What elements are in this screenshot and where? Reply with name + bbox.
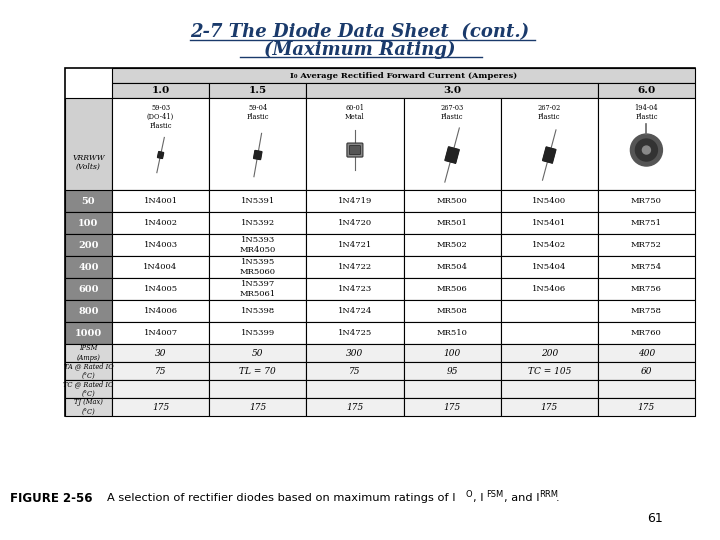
FancyBboxPatch shape [349, 146, 361, 154]
Bar [306, 344, 403, 362]
Bar [306, 98, 403, 190]
Text: 1N5392: 1N5392 [240, 219, 275, 227]
Text: TL = 70: TL = 70 [239, 367, 276, 375]
Bar [306, 256, 403, 278]
Text: (Maximum Rating): (Maximum Rating) [264, 41, 456, 59]
Text: 2-7 The Diode Data Sheet  (cont.): 2-7 The Diode Data Sheet (cont.) [190, 23, 530, 41]
Bar [65, 98, 112, 205]
Text: 75: 75 [349, 367, 361, 375]
Bar [210, 398, 306, 416]
Text: 1N4725: 1N4725 [338, 329, 372, 337]
Bar [500, 344, 598, 362]
Text: MR752: MR752 [631, 241, 662, 249]
Bar [65, 322, 112, 344]
Bar [112, 322, 210, 344]
Bar [500, 278, 598, 300]
Text: FIGURE 2-56: FIGURE 2-56 [10, 491, 92, 504]
Text: 1N5395
MR5060: 1N5395 MR5060 [240, 259, 276, 275]
Text: 1N5391: 1N5391 [240, 197, 275, 205]
Text: MR754: MR754 [631, 263, 662, 271]
Bar [112, 83, 210, 98]
Text: 1.5: 1.5 [248, 86, 267, 95]
Bar [403, 322, 500, 344]
Text: 300: 300 [346, 348, 364, 357]
Text: 60: 60 [641, 367, 652, 375]
Bar [500, 322, 598, 344]
Bar [210, 344, 306, 362]
Text: .: . [556, 493, 559, 503]
Text: TC = 105: TC = 105 [528, 367, 571, 375]
Bar [598, 190, 695, 212]
Text: , I: , I [473, 493, 484, 503]
Text: RRM: RRM [539, 490, 558, 499]
Text: 200: 200 [78, 240, 99, 249]
Text: 50: 50 [252, 348, 264, 357]
Text: 800: 800 [78, 307, 99, 315]
Bar [210, 212, 306, 234]
Bar [598, 234, 695, 256]
Text: 267-03
Plastic: 267-03 Plastic [441, 104, 464, 121]
Text: 1N4719: 1N4719 [338, 197, 372, 205]
Text: 95: 95 [446, 367, 458, 375]
Text: 600: 600 [78, 285, 99, 294]
Text: MR750: MR750 [631, 197, 662, 205]
Text: 1N4001: 1N4001 [143, 197, 178, 205]
Bar [306, 190, 403, 212]
Text: 1.0: 1.0 [151, 86, 170, 95]
Bar [403, 212, 500, 234]
Text: 1000: 1000 [75, 328, 102, 338]
Bar [65, 212, 112, 234]
Bar [112, 68, 695, 83]
Text: 6.0: 6.0 [637, 86, 655, 95]
Text: MR510: MR510 [436, 329, 467, 337]
Text: 1N5401: 1N5401 [532, 219, 567, 227]
Bar [306, 300, 403, 322]
Text: 100: 100 [78, 219, 99, 227]
Bar [306, 278, 403, 300]
Bar [65, 344, 112, 362]
Bar [210, 322, 306, 344]
Text: 1N4722: 1N4722 [338, 263, 372, 271]
Bar [112, 344, 210, 362]
Bar [210, 362, 306, 380]
Bar [500, 212, 598, 234]
Bar [112, 380, 210, 398]
Bar [403, 398, 500, 416]
Bar [598, 212, 695, 234]
Bar [210, 98, 306, 190]
Text: 59-04
Plastic: 59-04 Plastic [246, 104, 269, 121]
Bar [306, 322, 403, 344]
Text: 175: 175 [346, 402, 364, 411]
Bar [210, 83, 306, 98]
Text: MR504: MR504 [436, 263, 467, 271]
Bar [112, 234, 210, 256]
Text: MR501: MR501 [436, 219, 467, 227]
Bar [403, 98, 500, 190]
Bar [403, 256, 500, 278]
Text: 1N4006: 1N4006 [143, 307, 178, 315]
Bar [65, 300, 112, 322]
Text: 61: 61 [647, 511, 663, 524]
Bar [112, 300, 210, 322]
Text: 1N4007: 1N4007 [143, 329, 178, 337]
Bar [403, 234, 500, 256]
Bar [598, 362, 695, 380]
Text: 1N4724: 1N4724 [338, 307, 372, 315]
Text: 175: 175 [152, 402, 169, 411]
Text: 267-02
Plastic: 267-02 Plastic [538, 104, 561, 121]
Text: 1N5404: 1N5404 [532, 263, 567, 271]
Text: 59-03
(DO-41)
Plastic: 59-03 (DO-41) Plastic [147, 104, 174, 130]
Text: 1N5397
MR5061: 1N5397 MR5061 [240, 280, 276, 298]
Text: 1N4721: 1N4721 [338, 241, 372, 249]
Text: TC @ Rated IO
(°C): TC @ Rated IO (°C) [63, 380, 114, 397]
Text: I₀ Average Rectified Forward Current (Amperes): I₀ Average Rectified Forward Current (Am… [290, 71, 517, 79]
Text: 200: 200 [541, 348, 558, 357]
Text: TJ (Max)
(°C): TJ (Max) (°C) [74, 399, 103, 416]
Bar [306, 234, 403, 256]
Text: IPSM
(Amps): IPSM (Amps) [76, 345, 100, 362]
Bar [112, 362, 210, 380]
Text: A selection of rectifier diodes based on maximum ratings of I: A selection of rectifier diodes based on… [107, 493, 456, 503]
Bar [112, 190, 210, 212]
Text: 30: 30 [155, 348, 166, 357]
Bar [306, 212, 403, 234]
